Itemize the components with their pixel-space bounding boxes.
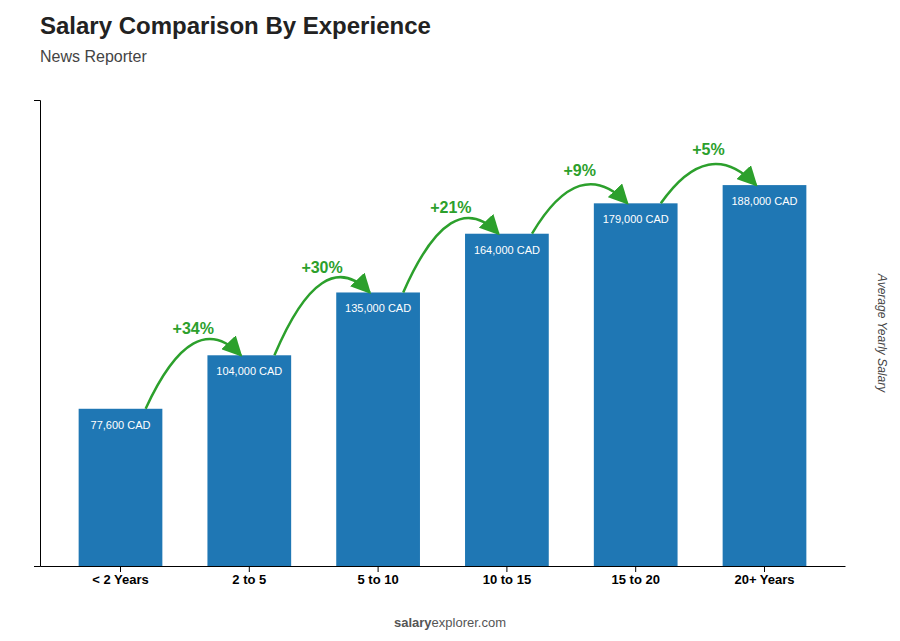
data-label: 164,000 CAD: [474, 244, 540, 256]
y-axis-title: Average Yearly Salary: [875, 273, 889, 393]
x-tick: 2 to 5: [232, 566, 266, 587]
change-annotations: +34% +30% +21% +9% +5%: [146, 141, 757, 409]
x-tick-label: 20+ Years: [734, 572, 794, 587]
bar: [465, 234, 549, 566]
footer-part: explorer.com: [432, 615, 506, 630]
change-label: +5%: [692, 141, 724, 158]
bar: [723, 185, 807, 566]
data-label: 77,600 CAD: [91, 419, 151, 431]
change-arrow: [532, 184, 627, 234]
change-arrow: [146, 339, 241, 409]
x-tick: 15 to 20: [611, 566, 659, 587]
x-tick-mark: [764, 566, 765, 572]
data-label: 135,000 CAD: [345, 302, 411, 314]
bars: [79, 185, 807, 566]
data-label: 188,000 CAD: [731, 195, 797, 207]
change-label: +21%: [430, 199, 471, 216]
change-label: +34%: [173, 320, 214, 337]
x-tick-label: 10 to 15: [483, 572, 531, 587]
x-axis: < 2 Years 2 to 5 5 to 10 10 to 15 15 to 20 20…: [41, 566, 846, 587]
change-label: +9%: [563, 162, 595, 179]
x-tick-mark: [249, 566, 250, 572]
x-tick: 20+ Years: [734, 566, 794, 587]
y-axis: [34, 101, 41, 567]
title: Salary Comparison By Experience: [40, 12, 431, 39]
footer: salaryexplorer.com: [394, 615, 506, 630]
x-tick-label: 2 to 5: [232, 572, 266, 587]
change-arrow: [403, 218, 498, 293]
chart: Salary Comparison By Experience News Repo…: [0, 0, 900, 641]
x-tick-mark: [506, 566, 507, 572]
x-tick-label: 15 to 20: [611, 572, 659, 587]
x-axis-line: [41, 566, 846, 567]
bar: [79, 409, 163, 566]
x-tick-mark: [120, 566, 121, 572]
change-arrow: [274, 277, 369, 355]
x-tick-label: 5 to 10: [358, 572, 399, 587]
x-tick-mark: [635, 566, 636, 572]
subtitle: News Reporter: [40, 48, 147, 65]
data-labels: 77,600 CAD 104,000 CAD 135,000 CAD 164,000 …: [91, 195, 798, 431]
change-label: +30%: [301, 259, 342, 276]
x-tick: < 2 Years: [92, 566, 149, 587]
x-tick-label: < 2 Years: [92, 572, 149, 587]
bar: [594, 203, 678, 566]
x-tick: 10 to 15: [483, 566, 531, 587]
x-tick: 5 to 10: [358, 566, 399, 587]
footer-part: salary: [394, 615, 432, 630]
data-label: 104,000 CAD: [216, 365, 282, 377]
plot: < 2 Years 2 to 5 5 to 10 10 to 15 15 to 20 20…: [34, 101, 846, 588]
change-arrow: [661, 164, 756, 203]
bar: [207, 355, 291, 566]
y-axis-line: [34, 101, 41, 567]
bar: [336, 292, 420, 566]
x-tick-mark: [378, 566, 379, 572]
data-label: 179,000 CAD: [603, 213, 669, 225]
